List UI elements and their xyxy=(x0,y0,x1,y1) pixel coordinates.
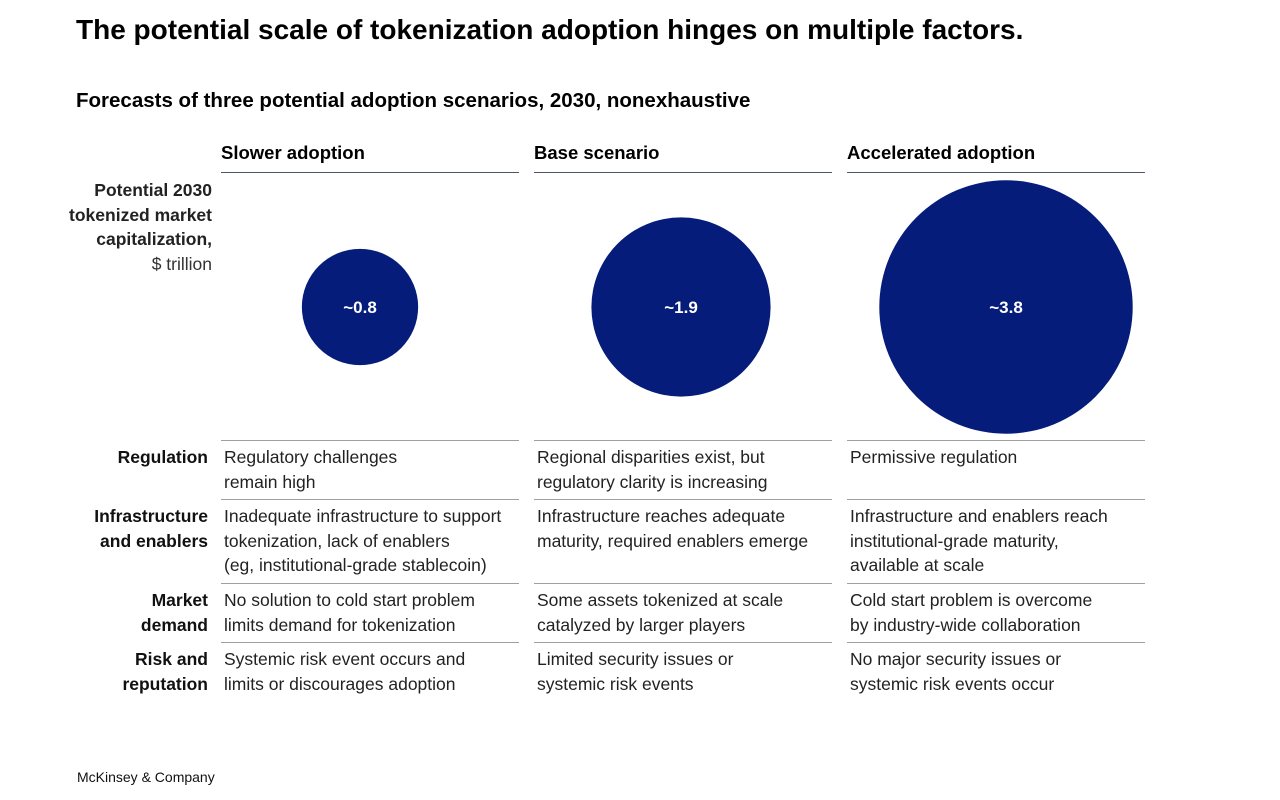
table-cell: Permissive regulation xyxy=(850,447,1018,467)
metric-label-main: Potential 2030 tokenized market capitali… xyxy=(69,180,212,249)
column-header-slower: Slower adoption xyxy=(221,142,519,173)
row-label: Market demand xyxy=(140,590,208,635)
metric-label: Potential 2030 tokenized market capitali… xyxy=(60,178,212,276)
column-header-accelerated: Accelerated adoption xyxy=(847,142,1145,173)
row-label: Risk and reputation xyxy=(122,649,208,694)
row-divider xyxy=(221,440,519,441)
bubble-1 xyxy=(591,217,771,397)
table-cell: Regional disparities exist, but regulator… xyxy=(537,447,768,492)
row-divider xyxy=(847,642,1145,643)
row-divider xyxy=(847,440,1145,441)
column-header-base: Base scenario xyxy=(534,142,832,173)
row-divider xyxy=(534,440,832,441)
table-cell: Cold start problem is overcome by industr… xyxy=(850,590,1093,635)
table-cell: Regulatory challenges remain high xyxy=(224,447,398,492)
bubble-label-1: ~1.9 xyxy=(664,298,698,317)
table-cell: No major security issues or systemic risk… xyxy=(850,649,1062,694)
row-divider xyxy=(534,499,832,500)
row-divider xyxy=(847,583,1145,584)
table-cell: Infrastructure and enablers reach institu… xyxy=(850,506,1108,575)
bubble-label-2: ~3.8 xyxy=(989,298,1023,317)
row-label: Regulation xyxy=(117,447,208,467)
row-divider xyxy=(534,642,832,643)
table-cell: Systemic risk event occurs and limits or … xyxy=(224,649,466,694)
row-divider xyxy=(221,642,519,643)
table-cell: No solution to cold start problem limits … xyxy=(224,590,475,635)
bubble-0 xyxy=(301,248,419,366)
row-label: Infrastructure and enablers xyxy=(94,506,208,551)
subtitle: Forecasts of three potential adoption sc… xyxy=(76,89,751,112)
metric-label-unit: $ trillion xyxy=(151,253,212,274)
bubble-2 xyxy=(879,180,1133,434)
page-title: The potential scale of tokenization adop… xyxy=(76,14,1024,45)
bubble-label-0: ~0.8 xyxy=(343,298,377,317)
footer-brand: McKinsey & Company xyxy=(77,769,215,785)
row-divider xyxy=(534,583,832,584)
row-divider xyxy=(221,583,519,584)
table-cell: Inadequate infrastructure to support toke… xyxy=(224,506,502,575)
table-cell: Some assets tokenized at scale catalyzed … xyxy=(537,590,784,635)
row-divider xyxy=(847,499,1145,500)
table-cell: Infrastructure reaches adequate maturity,… xyxy=(537,506,809,551)
row-divider xyxy=(221,499,519,500)
table-cell: Limited security issues or systemic risk … xyxy=(537,649,734,694)
